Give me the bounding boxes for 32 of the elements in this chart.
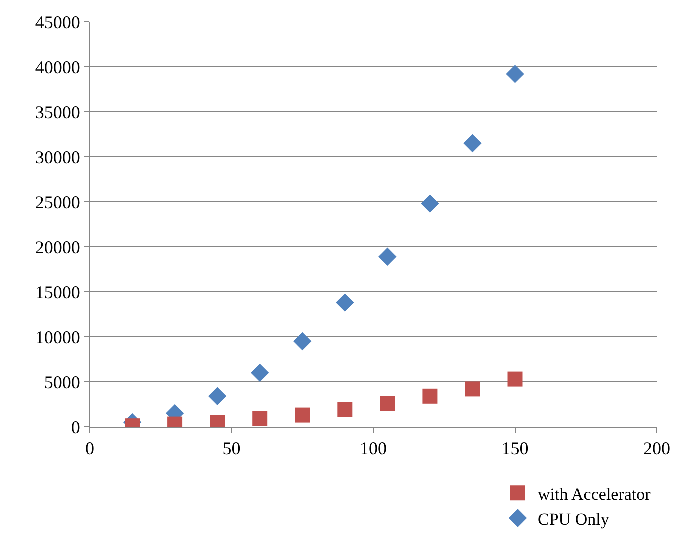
point xyxy=(422,388,438,404)
legend-label: with Accelerator xyxy=(538,484,652,504)
point xyxy=(380,396,396,412)
y-tick-label: 15000 xyxy=(35,282,80,302)
point xyxy=(421,194,440,213)
x-tick-label: 200 xyxy=(644,438,670,459)
point xyxy=(208,387,227,406)
y-tick-label: 10000 xyxy=(35,327,80,348)
y-tick-label: 20000 xyxy=(35,237,80,258)
point xyxy=(465,382,480,397)
legend-label: CPU Only xyxy=(538,510,610,529)
y-tick-label: 45000 xyxy=(35,12,80,32)
point xyxy=(295,408,310,423)
point xyxy=(506,65,524,84)
point xyxy=(294,332,312,351)
x-tick-label: 100 xyxy=(360,438,387,459)
point xyxy=(338,402,353,418)
point xyxy=(251,364,270,382)
point xyxy=(252,411,268,426)
point xyxy=(464,134,482,153)
y-tick-label: 5000 xyxy=(44,372,80,392)
x-tick-label: 50 xyxy=(222,438,241,459)
y-tick-label: 40000 xyxy=(35,57,80,78)
point xyxy=(378,248,397,266)
point xyxy=(336,294,354,312)
point xyxy=(508,372,523,387)
x-tick-label: 0 xyxy=(86,438,94,459)
y-tick-label: 0 xyxy=(71,417,80,438)
y-tick-label: 25000 xyxy=(35,192,80,212)
y-tick-label: 30000 xyxy=(35,147,80,168)
x-tick-label: 150 xyxy=(502,438,529,459)
y-tick-label: 35000 xyxy=(35,102,80,122)
